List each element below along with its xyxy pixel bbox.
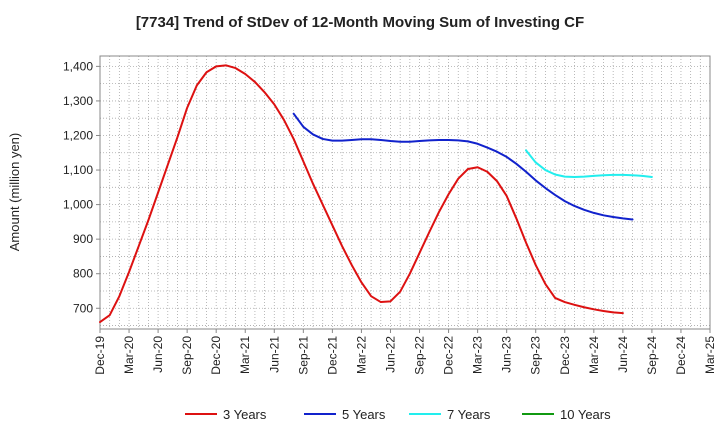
x-tick-label: Jun-24 [616, 336, 630, 373]
x-tick-label: Dec-21 [325, 336, 339, 375]
legend-label-5-years: 5 Years [342, 407, 386, 422]
y-tick-label: 1,100 [63, 163, 93, 177]
x-tick-label: Dec-24 [674, 336, 688, 375]
legend-label-3-years: 3 Years [223, 407, 267, 422]
y-tick-label: 800 [73, 267, 93, 281]
x-tick-label: Jun-23 [500, 336, 514, 373]
x-tick-label: Dec-20 [209, 336, 223, 375]
plot-frame [99, 55, 711, 330]
x-tick-label: Jun-21 [267, 336, 281, 373]
y-tick-label: 1,300 [63, 94, 93, 108]
x-tick-label: Dec-23 [558, 336, 572, 375]
y-tick-labels: 700 800 900 1,000 1,100 1,200 1,300 1,400 [63, 59, 100, 315]
chart-title: [7734] Trend of StDev of 12-Month Moving… [135, 14, 585, 31]
legend-label-10-years: 10 Years [560, 407, 611, 422]
x-tick-label: Jun-20 [151, 336, 165, 373]
series-layer [99, 64, 653, 324]
legend: 3 Years 5 Years 7 Years 10 Years [185, 407, 611, 422]
x-tick-label: Sep-21 [296, 336, 310, 375]
legend-label-7-years: 7 Years [447, 407, 491, 422]
y-tick-label: 1,400 [63, 59, 93, 73]
y-tick-label: 1,000 [63, 198, 93, 212]
y-axis-title: Amount (million yen) [7, 133, 22, 252]
y-tick-label: 700 [73, 301, 93, 315]
x-tick-label: Mar-21 [238, 336, 252, 374]
x-tick-label: Sep-24 [645, 336, 659, 375]
x-tick-label: Mar-25 [703, 336, 717, 374]
grid-layer [100, 56, 710, 329]
y-tick-label: 900 [73, 232, 93, 246]
x-tick-label: Sep-23 [529, 336, 543, 375]
x-tick-label: Mar-23 [471, 336, 485, 374]
x-tick-label: Dec-22 [442, 336, 456, 375]
x-tick-label: Mar-24 [587, 336, 601, 374]
series-line-5-years [292, 112, 634, 221]
y-tick-label: 1,200 [63, 128, 93, 142]
x-tick-label: Mar-20 [122, 336, 136, 374]
series-line-7-years [525, 149, 653, 178]
x-tick-label: Sep-22 [413, 336, 427, 375]
x-tick-label: Dec-19 [93, 336, 107, 375]
x-tick-label: Jun-22 [383, 336, 397, 373]
x-tick-label: Sep-20 [180, 336, 194, 375]
x-tick-label: Mar-22 [354, 336, 368, 374]
x-tick-labels: Dec-19 Mar-20 Jun-20 Sep-20 Dec-20 Mar-21 Jun-… [93, 329, 717, 375]
series-line-3-years [99, 64, 624, 324]
